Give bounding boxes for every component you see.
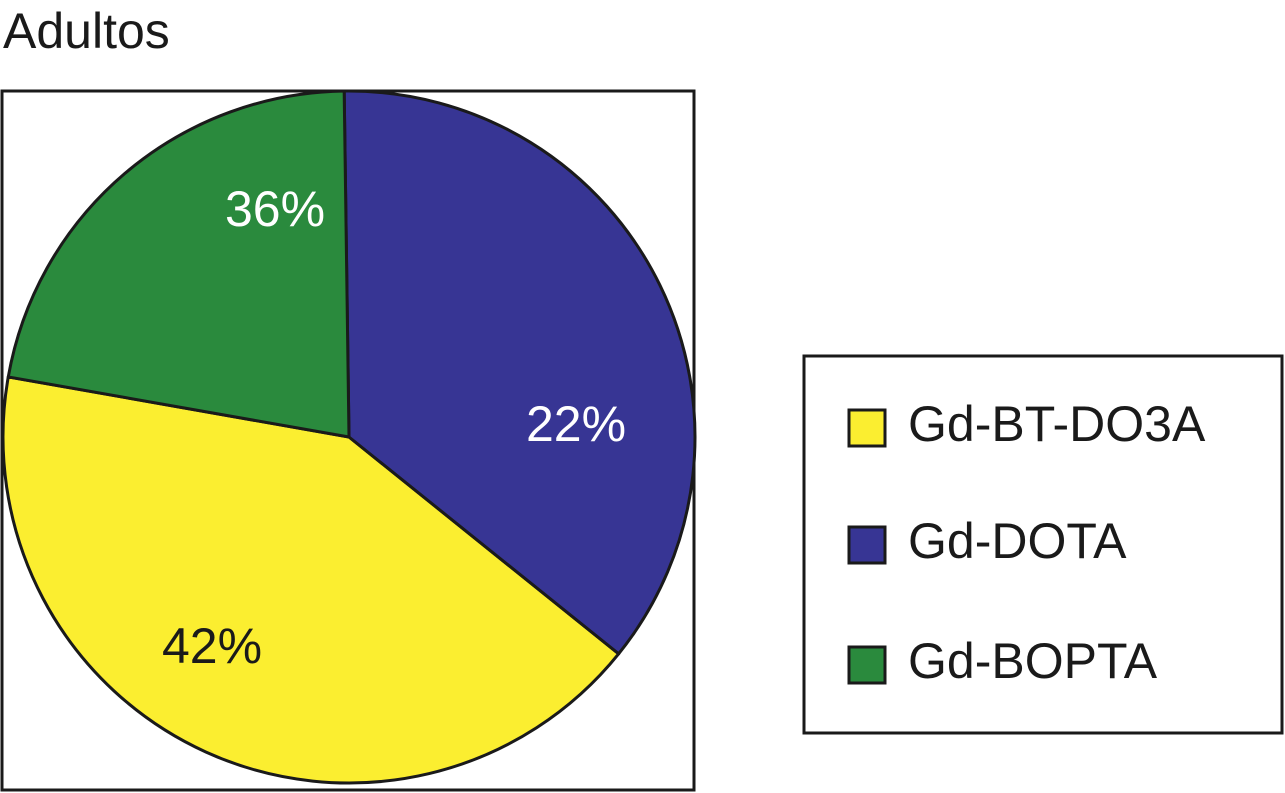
slice-label-gd-bopta: 22% xyxy=(526,396,626,452)
pie-slice-gd-bopta xyxy=(6,89,351,439)
slice-label-gd-dota: 36% xyxy=(225,181,325,237)
pie-slice-labels: 42% 36% 22% xyxy=(162,181,626,674)
legend-swatch-gd-bt-do3a xyxy=(847,408,887,448)
legend: Gd-BT-DO3A Gd-DOTA Gd-BOPTA xyxy=(802,354,1284,735)
slice-label-gd-bt-do3a: 42% xyxy=(162,618,262,674)
legend-label-gd-dota: Gd-DOTA xyxy=(908,513,1127,569)
pie-slice-gd-bt-do3a xyxy=(1,375,621,785)
legend-label-gd-bopta: Gd-BOPTA xyxy=(908,633,1158,689)
legend-swatch-gd-dota xyxy=(847,525,887,565)
legend-label-gd-bt-do3a: Gd-BT-DO3A xyxy=(908,396,1206,452)
legend-swatch-gd-bopta xyxy=(847,645,887,685)
pie-slice-gd-dota xyxy=(342,89,697,656)
pie-slices xyxy=(1,89,697,785)
chart-title: Adultos xyxy=(3,3,170,59)
